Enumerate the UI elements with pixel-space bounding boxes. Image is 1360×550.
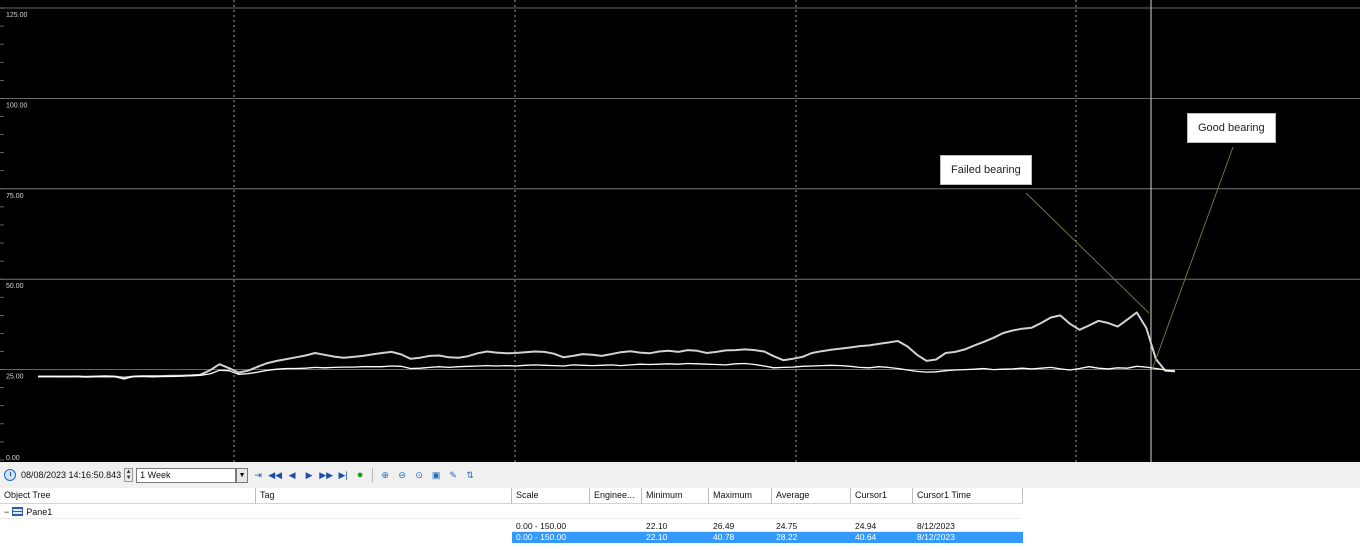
annotation-leader-failed — [1025, 192, 1150, 314]
column-header-minimum[interactable]: Minimum — [642, 488, 709, 504]
trend-chart[interactable]: 0.00 25.00 50.00 75.00 100.00 125.00 — [0, 0, 1360, 462]
edit-icon[interactable]: ✎ — [449, 469, 457, 480]
forward-icon[interactable]: ▶ — [305, 469, 313, 480]
cell-scale: 0.00 - 150.00 — [516, 532, 567, 542]
series-line-2 — [38, 362, 1176, 380]
trend-legend-grid: Object Tree Tag Scale Enginee... Minimum… — [0, 488, 1360, 550]
y-tick-label: 125.00 — [6, 12, 28, 19]
live-icon[interactable]: ● — [356, 469, 364, 481]
toolbar-divider — [372, 468, 374, 482]
time-bar-icon[interactable]: ⇥ — [254, 469, 262, 480]
column-header-scale[interactable]: Scale — [512, 488, 590, 504]
table-row[interactable]: 0.00 - 150.00 22.10 26.49 24.75 24.94 8/… — [512, 521, 1023, 532]
y-tick-label: 50.00 — [6, 283, 24, 290]
collapse-icon[interactable]: − — [4, 506, 10, 517]
datetime-spinner[interactable]: ▲ ▼ — [124, 468, 134, 482]
cell-cursor1-time: 8/12/2023 — [917, 532, 955, 542]
duration-select[interactable]: 1 Week — [136, 467, 237, 483]
cell-minimum: 22.10 — [646, 521, 668, 531]
column-header-cursor1-time[interactable]: Cursor1 Time — [913, 488, 1023, 504]
column-header-cursor1[interactable]: Cursor1 — [851, 488, 913, 504]
last-icon[interactable]: ▶| — [338, 469, 348, 480]
cell-average: 28.22 — [776, 532, 798, 542]
column-header-average[interactable]: Average — [772, 488, 851, 504]
y-tick-label: 75.00 — [6, 193, 24, 200]
column-header-tag[interactable]: Tag — [256, 488, 512, 504]
cell-minimum: 22.10 — [646, 532, 668, 542]
clock-icon[interactable] — [4, 469, 16, 481]
cell-maximum: 40.78 — [713, 532, 735, 542]
zoom-out-icon[interactable]: ⊖ — [398, 469, 406, 480]
first-icon[interactable]: ◀◀ — [268, 469, 283, 480]
column-header-engineering-units[interactable]: Enginee... — [590, 488, 642, 504]
column-header-maximum[interactable]: Maximum — [709, 488, 772, 504]
zoom-reset-icon[interactable]: ⊙ — [415, 469, 423, 480]
cell-scale: 0.00 - 150.00 — [516, 521, 567, 531]
y-tick-label: 25.00 — [6, 374, 24, 381]
tree-item-label: Pane1 — [26, 506, 53, 517]
tree-item-pane1[interactable]: − Pane1 — [0, 505, 1022, 519]
zoom-area-icon[interactable]: ▣ — [431, 469, 441, 480]
cell-cursor1-time: 8/12/2023 — [917, 521, 955, 531]
table-row-selected[interactable]: 0.00 - 150.00 22.10 40.78 28.22 40.64 8/… — [512, 532, 1023, 543]
trend-plot-area[interactable]: 0.00 25.00 50.00 75.00 100.00 125.00 Failed b… — [0, 0, 1360, 462]
start-datetime[interactable]: 08/08/2023 14:16:50.843 — [21, 470, 122, 480]
zoom-in-icon[interactable]: ⊕ — [381, 469, 389, 480]
annotation-leader-good — [1151, 146, 1234, 370]
y-tick-label: 100.00 — [6, 102, 28, 109]
fast-forward-icon[interactable]: ▶▶ — [319, 469, 334, 480]
back-icon[interactable]: ◀ — [288, 469, 296, 480]
column-header-object-tree[interactable]: Object Tree — [0, 488, 256, 504]
annotation-good-bearing: Good bearing — [1187, 113, 1276, 143]
tag-picker-icon[interactable]: ⇅ — [466, 469, 474, 480]
pane-icon — [12, 507, 24, 516]
series-line-1 — [38, 311, 1176, 379]
cell-cursor1: 40.64 — [855, 532, 877, 542]
annotation-failed-bearing: Failed bearing — [940, 155, 1032, 185]
y-tick-label: 0.00 — [6, 455, 20, 462]
cell-cursor1: 24.94 — [855, 521, 877, 531]
cell-maximum: 26.49 — [713, 521, 735, 531]
chevron-down-icon[interactable]: ▼ — [236, 467, 249, 483]
cell-average: 24.75 — [776, 521, 798, 531]
time-toolbar: 08/08/2023 14:16:50.843 ▲ ▼ 1 Week ▼ ⇥ ◀◀… — [0, 463, 1360, 487]
